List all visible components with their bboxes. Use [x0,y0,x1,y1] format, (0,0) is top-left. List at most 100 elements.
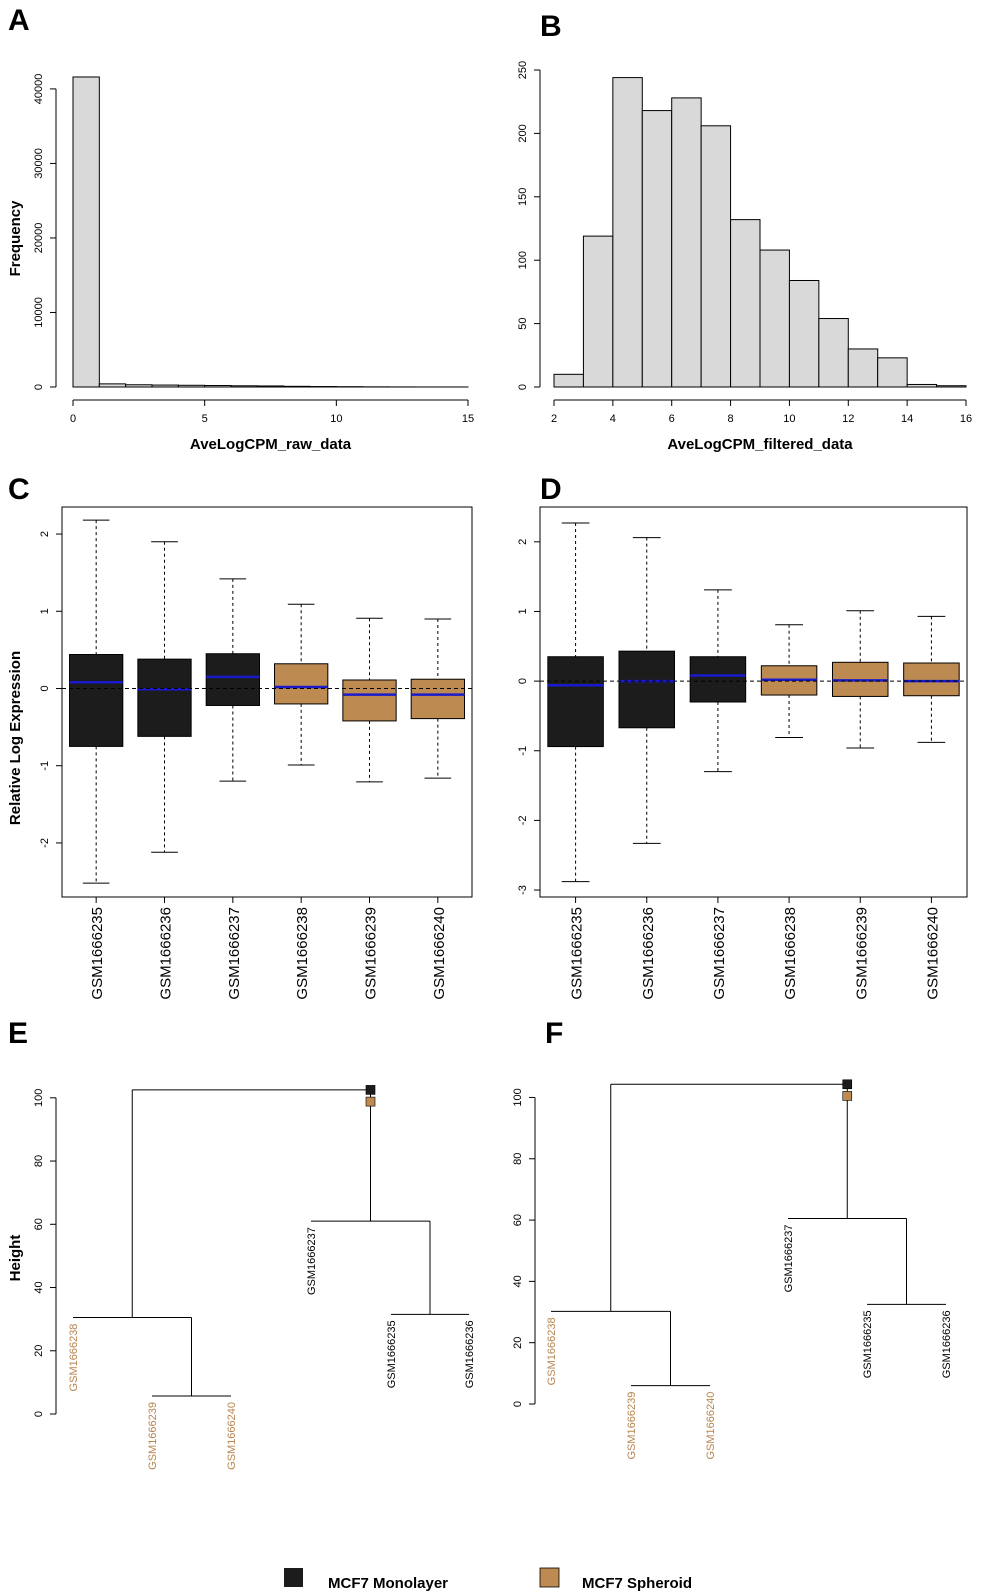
leaf-label-GSM1666239: GSM1666239 [626,1392,638,1460]
x-category-label: GSM1666239 [853,907,870,1000]
y-tick-label: 50 [517,317,529,329]
x-category-label: GSM1666237 [226,907,243,1000]
histogram-bar [700,125,732,388]
histogram-bar [98,383,127,388]
root-marker-monolayer [365,1085,376,1095]
leaf-label-GSM1666238: GSM1666238 [546,1317,558,1385]
histogram-bar [204,385,232,388]
histogram-bar [283,385,311,388]
panel-letter-b: B [540,10,562,43]
y-tick-label: 150 [517,188,529,206]
leaf-label-GSM1666235: GSM1666235 [386,1320,398,1388]
x-tick-label: 16 [960,413,972,425]
y-tick-label: 0 [517,384,529,390]
box-GSM1666239 [342,679,397,722]
y-tick-label: 80 [512,1153,524,1165]
x-tick-label: 15 [462,413,474,425]
histogram-bar [759,249,790,388]
box-GSM1666236 [618,650,676,729]
box-GSM1666238 [274,663,329,705]
y-tick-label: 40 [512,1275,524,1287]
box-GSM1666240 [410,678,465,720]
x-tick-label: 14 [901,413,913,425]
x-tick-label: 8 [728,413,734,425]
y-tick-label: 0 [33,1411,45,1417]
y-tick-label: 250 [517,61,529,79]
box-GSM1666240 [903,662,960,697]
x-category-label: GSM1666237 [711,907,728,1000]
x-category-label: GSM1666238 [782,907,799,1000]
y-axis-title: Height [7,1235,24,1282]
y-tick-label: 20 [33,1345,45,1357]
y-tick-label: -2 [517,816,529,826]
histogram-bar [582,235,614,388]
y-tick-label: 80 [33,1155,45,1167]
x-tick-label: 10 [783,413,795,425]
y-tick-label: -1 [39,761,51,771]
x-category-label: GSM1666236 [158,907,175,1000]
x-tick-label: 4 [610,413,616,425]
legend: MCF7 Monolayer MCF7 Spheroid [284,1567,692,1592]
histogram-bar [906,383,938,388]
chart-panel-d: GSM1666235 GSM1666236 GSM1666237 GSM1666238… [517,506,968,1000]
y-tick-label: 1 [39,608,51,614]
x-tick-label: 2 [551,413,557,425]
plot-frame [61,506,473,898]
x-category-label: GSM1666235 [89,907,106,1000]
root-marker-spheroid [365,1096,376,1107]
x-category-label: GSM1666235 [569,907,586,1000]
histogram-bar [177,384,206,388]
histogram-bar [641,110,673,388]
histogram-bar [151,384,179,388]
root-marker-spheroid [842,1091,853,1101]
box-GSM1666237 [205,653,260,706]
y-tick-label: 20000 [33,223,45,254]
root-marker-monolayer [842,1079,853,1090]
leaf-label-GSM1666236: GSM1666236 [941,1310,953,1378]
x-category-label: GSM1666236 [640,907,657,1000]
panel-letter-d: D [540,473,562,506]
x-category-label: GSM1666239 [363,907,380,1000]
y-tick-label: 30000 [33,148,45,179]
x-tick-label: 0 [70,413,76,425]
box-GSM1666236 [137,658,192,737]
x-axis-title: AveLogCPM_raw_data [190,436,352,453]
leaf-label-GSM1666237: GSM1666237 [306,1227,318,1295]
y-tick-label: 60 [33,1218,45,1230]
legend-swatch-monolayer [284,1568,303,1587]
x-category-label: GSM1666238 [294,907,311,1000]
panel-letter-f: F [545,1017,563,1050]
panel-letter-e: E [8,1017,28,1050]
leaf-label-GSM1666235: GSM1666235 [862,1310,874,1378]
chart-panel-a: 0 5 10 15 0 10000 20000 30000 40000 AveLogCPM_raw… [7,74,474,453]
histogram-bar [730,219,761,388]
x-tick-label: 12 [842,413,854,425]
histogram-bar [788,279,820,388]
histogram-bar [256,385,285,388]
y-tick-label: 0 [33,384,45,390]
chart-panel-b: 2 4 6 8 10 12 14 16 0 50 100 150 200 250 AveLogCPM_fil… [517,61,972,453]
x-category-label: GSM1666240 [431,907,448,1000]
y-tick-label: 2 [517,539,529,545]
y-tick-label: 0 [39,685,51,691]
x-tick-label: 5 [202,413,208,425]
legend-label-monolayer: MCF7 Monolayer [328,1575,448,1592]
histogram-bar [847,348,879,388]
x-axis-title: AveLogCPM_filtered_data [667,436,853,453]
y-tick-label: 10000 [33,297,45,328]
histogram-bar [125,384,153,388]
x-category-label: GSM1666240 [924,907,941,1000]
chart-panel-c: GSM1666235 GSM1666236 GSM1666237 GSM1666238… [7,506,473,1000]
y-tick-label: 20 [512,1337,524,1349]
x-tick-label: 10 [330,413,342,425]
y-tick-label: 40000 [33,74,45,105]
leaf-label-GSM1666239: GSM1666239 [147,1402,159,1470]
y-tick-label: 60 [512,1214,524,1226]
legend-label-spheroid: MCF7 Spheroid [582,1575,692,1592]
histogram-bar [72,76,100,388]
leaf-label-GSM1666237: GSM1666237 [783,1225,795,1293]
leaf-label-GSM1666238: GSM1666238 [68,1324,80,1392]
y-tick-label: 0 [512,1401,524,1407]
y-axis-title: Relative Log Expression [7,651,24,825]
